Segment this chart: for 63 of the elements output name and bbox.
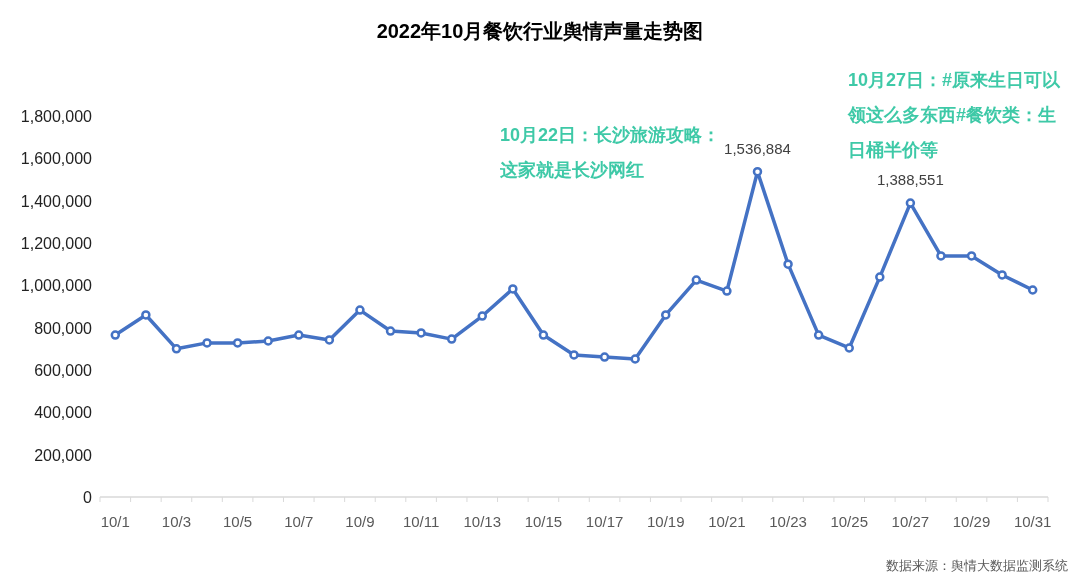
point [477, 311, 488, 321]
y-tick-label: 0 [83, 489, 93, 506]
x-tick-label: 10/23 [769, 513, 807, 530]
annotation: 10月22日：长沙旅游攻略：这家就是长沙网红 [500, 125, 721, 180]
point [263, 336, 273, 346]
x-tick-label: 10/17 [585, 513, 624, 530]
chart-title: 2022年10月餐饮行业舆情声量走势图 [376, 20, 704, 42]
y-tick-label: 1,600,000 [20, 150, 93, 168]
point [936, 251, 946, 261]
x-tick-label: 10/13 [463, 513, 502, 530]
point [294, 330, 304, 340]
point [569, 350, 579, 360]
point [385, 326, 396, 336]
point [722, 286, 732, 296]
data-label: 1,536,884 [724, 139, 791, 157]
point [446, 334, 457, 344]
y-tick-label: 600,000 [34, 362, 93, 379]
point [630, 354, 640, 364]
point [660, 310, 671, 320]
point [141, 310, 151, 320]
point [232, 338, 243, 348]
x-tick-label: 10/1 [100, 513, 130, 530]
x-tick-label: 10/7 [284, 513, 314, 530]
point [905, 198, 916, 208]
point [1027, 285, 1038, 295]
point [355, 305, 365, 315]
x-tick-label: 10/9 [345, 513, 375, 530]
data-label: 1,388,551 [877, 171, 944, 189]
y-tick-label: 400,000 [34, 404, 93, 422]
x-tick-label: 10/3 [161, 513, 192, 530]
x-tick-label: 10/31 [1013, 513, 1052, 530]
point [997, 270, 1007, 280]
annotation: 10月27日：#原来生日可以领这么多东西#餐饮类：生日桶半价等 [848, 69, 1062, 162]
x-tick-label: 10/25 [830, 513, 868, 530]
y-tick-label: 800,000 [34, 319, 93, 337]
point [813, 330, 824, 340]
y-tick-label: 1,000,000 [20, 277, 93, 295]
x-tick-label: 10/19 [646, 513, 685, 530]
y-tick-label: 1,800,000 [20, 108, 93, 125]
y-tick-label: 1,200,000 [20, 235, 93, 252]
x-tick-label: 10/21 [708, 513, 746, 530]
point [416, 328, 426, 338]
point [875, 272, 885, 282]
point [844, 343, 854, 353]
x-tick-label: 10/5 [223, 513, 253, 530]
point [202, 338, 212, 348]
point [538, 330, 549, 340]
y-tick-label: 1,400,000 [20, 192, 93, 210]
source-note: 数据来源：舆情大数据监测系统 [886, 558, 1068, 573]
point [324, 335, 335, 345]
y-tick-label: 200,000 [34, 446, 93, 464]
point [783, 259, 793, 269]
x-tick-label: 10/15 [524, 513, 563, 530]
point [599, 352, 610, 362]
point [691, 275, 702, 285]
point [171, 344, 182, 354]
point [966, 251, 977, 261]
x-tick-label: 10/11 [402, 513, 440, 530]
point [508, 284, 518, 294]
point [752, 166, 763, 177]
x-tick-label: 10/29 [952, 513, 991, 530]
point [110, 330, 121, 340]
x-tick-label: 10/27 [891, 513, 930, 530]
